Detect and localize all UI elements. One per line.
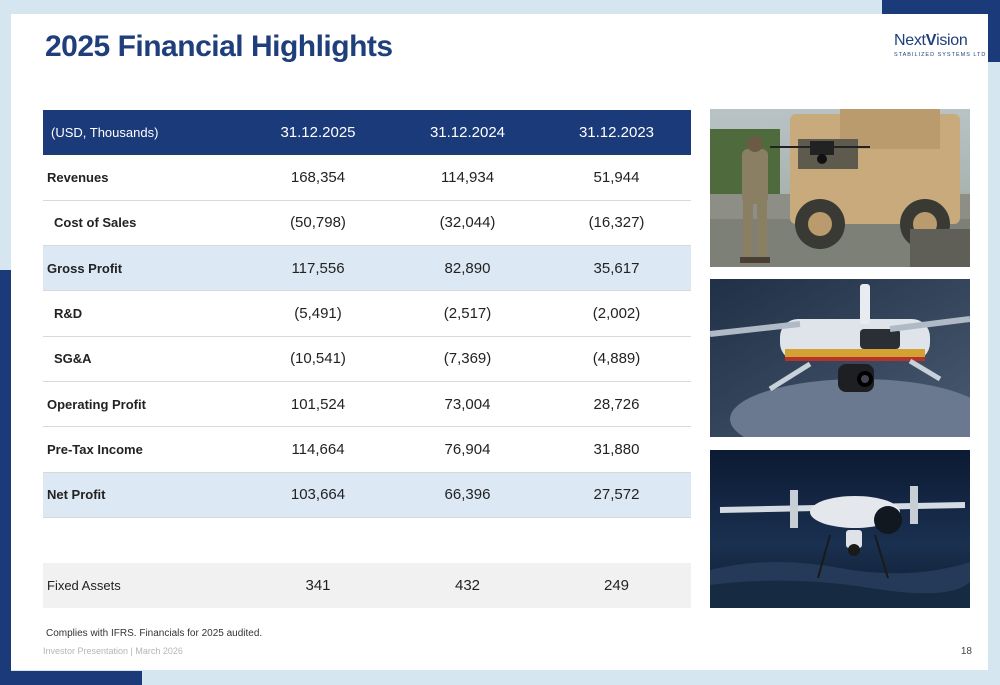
cell-value: (4,889) xyxy=(542,336,691,382)
cell-value: 27,572 xyxy=(542,472,691,518)
header-2025: 31.12.2025 xyxy=(243,110,393,155)
table-header-row: (USD, Thousands) 31.12.2025 31.12.2024 3… xyxy=(43,110,691,155)
cell-value: (10,541) xyxy=(243,336,393,382)
cell-value: 249 xyxy=(542,562,691,608)
table-row-net-profit: Net Profit 103,664 66,396 27,572 xyxy=(43,472,691,518)
cell-value: 103,664 xyxy=(243,472,393,518)
row-label: SG&A xyxy=(43,336,243,382)
row-label: Operating Profit xyxy=(43,381,243,428)
page-number: 18 xyxy=(960,646,972,657)
header-2024: 31.12.2024 xyxy=(393,110,542,155)
page-title: 2025 Financial Highlights xyxy=(45,30,393,63)
vtol-drone-night-photo xyxy=(710,450,970,608)
cell-value: (16,327) xyxy=(542,200,691,247)
header-units: (USD, Thousands) xyxy=(43,110,243,155)
table-row-fixed-assets: Fixed Assets 341 432 249 xyxy=(43,562,691,608)
cell-value: 76,904 xyxy=(393,426,542,473)
cell-value: (32,044) xyxy=(393,200,542,247)
cell-value: (2,517) xyxy=(393,290,542,337)
table-row-revenues: Revenues 168,354 114,934 51,944 xyxy=(43,155,691,201)
cell-value: 117,556 xyxy=(243,245,393,292)
cell-value: 31,880 xyxy=(542,426,691,473)
table-row-cost-of-sales: Cost of Sales (50,798) (32,044) (16,327) xyxy=(43,200,691,247)
header-2023: 31.12.2023 xyxy=(542,110,691,155)
cell-value: (5,491) xyxy=(243,290,393,337)
table-row-rnd: R&D (5,491) (2,517) (2,002) xyxy=(43,290,691,337)
cell-value: 51,944 xyxy=(542,155,691,201)
cell-value: 35,617 xyxy=(542,245,691,292)
row-label: Cost of Sales xyxy=(43,200,243,247)
edge-accent-right xyxy=(988,14,1000,62)
table-row-gross-profit: Gross Profit 117,556 82,890 35,617 xyxy=(43,245,691,292)
row-label: Gross Profit xyxy=(43,245,243,292)
cell-value: 66,396 xyxy=(393,472,542,518)
cell-value: 114,934 xyxy=(393,155,542,201)
soldier-drone-vehicle-photo xyxy=(710,109,970,267)
edge-accent-left xyxy=(0,270,11,685)
slide: 2025 Financial Highlights NextVision STA… xyxy=(11,14,988,670)
company-logo: NextVision STABILIZED SYSTEMS LTD xyxy=(894,32,987,66)
table-row-sga: SG&A (10,541) (7,369) (4,889) xyxy=(43,336,691,382)
logo-wordmark: NextVision xyxy=(894,32,968,49)
footnote: Complies with IFRS. Financials for 2025 … xyxy=(46,628,263,639)
cell-value: 28,726 xyxy=(542,381,691,428)
row-label: Pre-Tax Income xyxy=(43,426,243,473)
table-row-pre-tax-income: Pre-Tax Income 114,664 76,904 31,880 xyxy=(43,426,691,473)
row-label: Fixed Assets xyxy=(43,562,243,608)
cell-value: (50,798) xyxy=(243,200,393,247)
cell-value: 101,524 xyxy=(243,381,393,428)
corner-accent-top-right xyxy=(882,0,1000,14)
cell-value: (7,369) xyxy=(393,336,542,382)
cell-value: (2,002) xyxy=(542,290,691,337)
row-label: R&D xyxy=(43,290,243,337)
footer-text: Investor Presentation | March 2026 xyxy=(43,646,183,656)
row-label: Net Profit xyxy=(43,472,243,518)
cell-value: 432 xyxy=(393,562,542,608)
cell-value: 114,664 xyxy=(243,426,393,473)
cell-value: 82,890 xyxy=(393,245,542,292)
financial-table: (USD, Thousands) 31.12.2025 31.12.2024 3… xyxy=(43,110,691,608)
cell-value: 168,354 xyxy=(243,155,393,201)
logo-tagline: STABILIZED SYSTEMS LTD xyxy=(894,52,987,58)
table-row-operating-profit: Operating Profit 101,524 73,004 28,726 xyxy=(43,381,691,428)
cell-value: 341 xyxy=(243,562,393,608)
row-label: Revenues xyxy=(43,155,243,201)
drone-camera-photo xyxy=(710,279,970,437)
table-spacer-row xyxy=(43,517,691,562)
cell-value: 73,004 xyxy=(393,381,542,428)
corner-accent-bottom-left xyxy=(0,671,142,685)
